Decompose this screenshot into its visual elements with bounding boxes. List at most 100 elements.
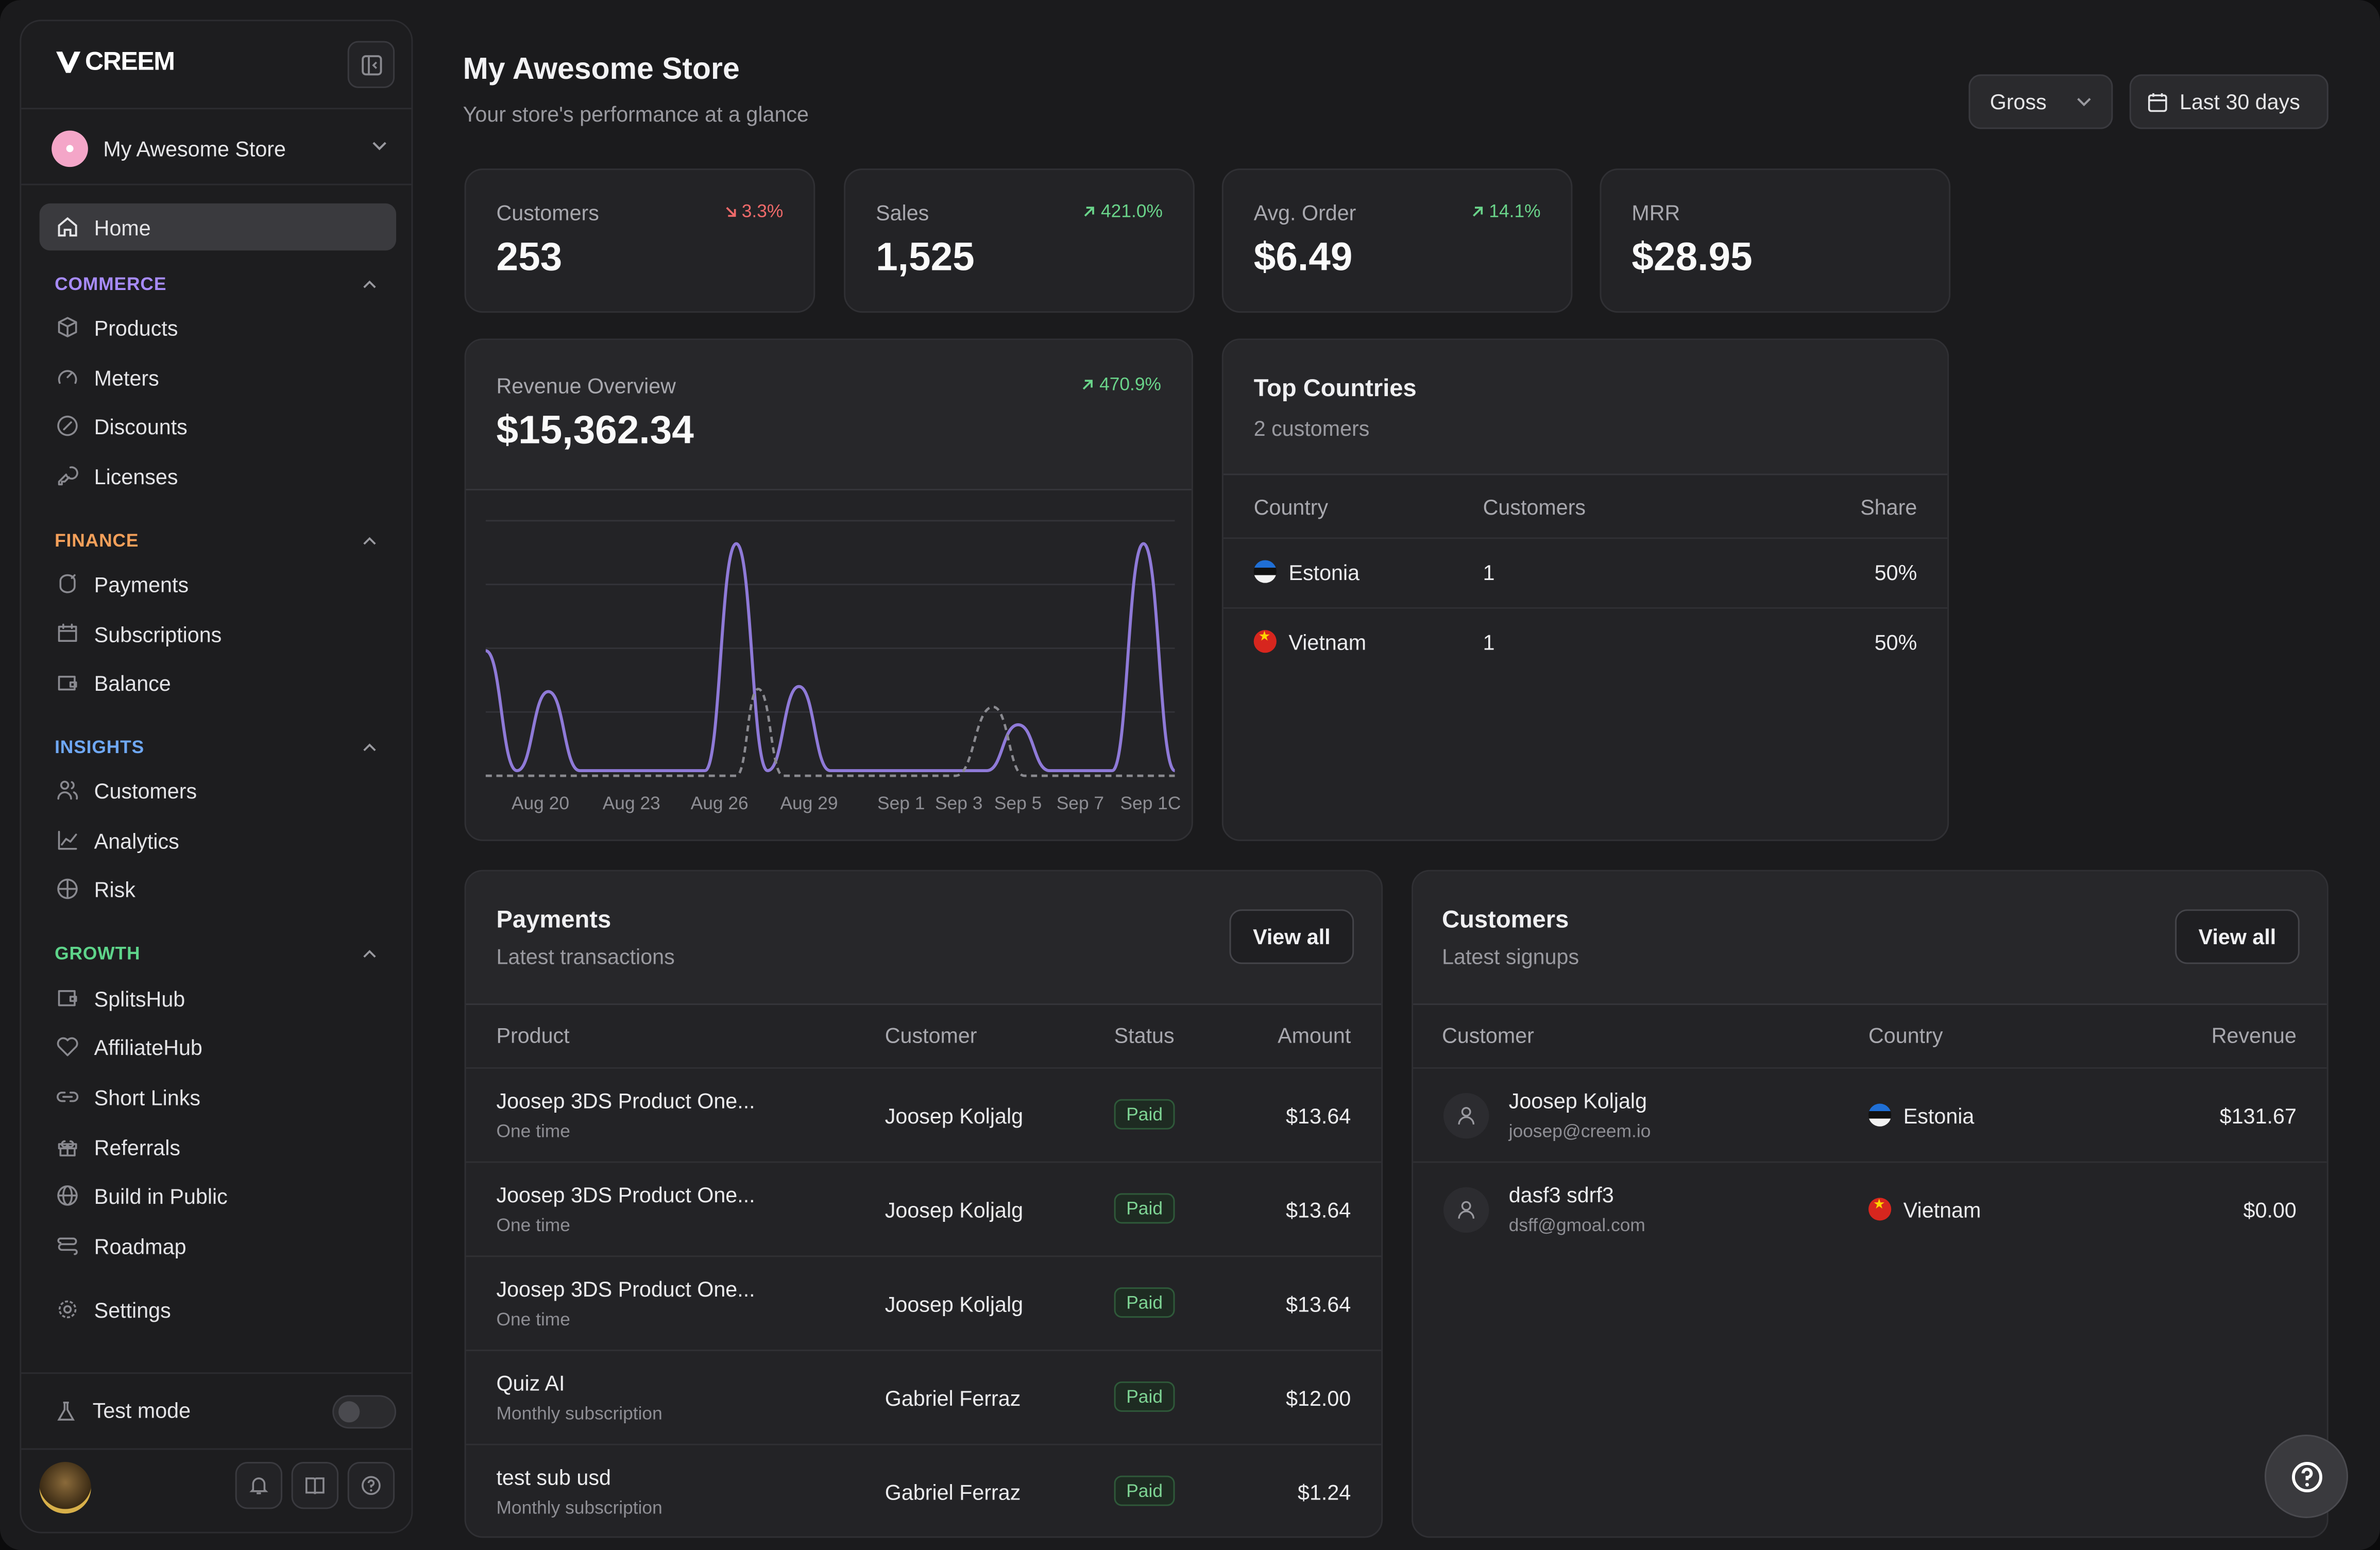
notifications-button[interactable]	[235, 1462, 283, 1509]
test-mode-toggle[interactable]	[332, 1395, 397, 1429]
divider	[1413, 1161, 2327, 1163]
column-header-status: Status	[1114, 1023, 1175, 1048]
section-header-finance[interactable]: FINANCE	[55, 529, 378, 553]
country-name: Estonia	[1903, 1103, 1975, 1128]
status-badge: Paid	[1114, 1099, 1175, 1130]
purchase-type: One time	[496, 1120, 570, 1142]
balance-icon	[58, 675, 77, 691]
revenue-overview-card: Revenue Overview $15,362.34 470.9%	[464, 338, 1193, 841]
product-name: Joosep 3DS Product One...	[496, 1088, 755, 1113]
chevron-up-icon	[363, 949, 376, 957]
arrow-up-right-icon	[1472, 206, 1483, 216]
top-countries-title: Top Countries	[1253, 376, 1417, 402]
estonia-flag-icon	[1253, 560, 1277, 583]
stat-delta: 3.3%	[723, 200, 783, 222]
vietnam-flag-icon	[1868, 1198, 1892, 1221]
column-header-share: Share	[1860, 495, 1917, 519]
arrow-down-right-icon	[725, 206, 736, 216]
stat-card-customers: Customers 253 3.3%	[464, 168, 815, 313]
divider	[21, 1448, 412, 1450]
help-button[interactable]	[347, 1462, 395, 1509]
support-chat-button[interactable]	[2265, 1435, 2349, 1519]
docs-button[interactable]	[291, 1462, 339, 1509]
flask-icon	[57, 1401, 75, 1420]
sidebar-item-label: Balance	[94, 670, 171, 695]
home-icon	[58, 217, 77, 237]
status-badge: Paid	[1114, 1381, 1175, 1412]
customer-row[interactable]: Joosep Koljalg joosep@creem.io Estonia $131…	[1413, 1069, 2327, 1163]
section-header-commerce[interactable]: COMMERCE	[55, 272, 378, 296]
divider	[21, 108, 412, 110]
section-title: GROWTH	[55, 943, 141, 964]
purchase-type: Monthly subscription	[496, 1403, 662, 1424]
payments-view-all-button[interactable]: View all	[1229, 909, 1354, 964]
sidebar-item-short-links[interactable]: Short Links	[40, 1074, 396, 1120]
x-axis-tick: Aug 20	[511, 792, 570, 814]
payment-row[interactable]: Joosep 3DS Product One... One time Joosep …	[466, 1069, 1382, 1163]
section-header-insights[interactable]: INSIGHTS	[55, 735, 378, 759]
previous-period-line	[485, 688, 1175, 777]
sidebar-item-home[interactable]: Home	[39, 203, 397, 251]
risk-icon	[57, 878, 78, 899]
sidebar-item-subscriptions[interactable]: Subscriptions	[40, 610, 396, 657]
stat-label: Avg. Order	[1253, 200, 1356, 225]
stat-delta: 421.0%	[1083, 200, 1163, 222]
sidebar-toggle-icon	[361, 54, 381, 75]
section-title: INSIGHTS	[55, 736, 145, 758]
sidebar-item-products[interactable]: Products	[40, 303, 396, 350]
column-header-country: Country	[1253, 495, 1329, 519]
chevron-down-icon	[372, 142, 386, 150]
payment-row[interactable]: Joosep 3DS Product One... One time Joosep …	[466, 1257, 1382, 1351]
customer-name: Joosep Koljalg	[1508, 1088, 1647, 1113]
sidebar-item-payments[interactable]: Payments	[40, 560, 396, 607]
sidebar-item-balance[interactable]: Balance	[40, 659, 396, 706]
sidebar-item-build-in-public[interactable]: Build in Public	[40, 1172, 396, 1219]
sidebar-item-splitshub[interactable]: SplitsHub	[40, 975, 396, 1021]
sidebar-item-label: Payments	[94, 571, 189, 596]
date-range-button[interactable]: Last 30 days	[2129, 74, 2328, 129]
customers-header: Customers Latest signups View all	[1413, 871, 2327, 1005]
sidebar-item-roadmap[interactable]: Roadmap	[40, 1222, 396, 1269]
sidebar-item-label: AffiliateHub	[94, 1034, 202, 1059]
sidebar-item-referrals[interactable]: Referrals	[40, 1123, 396, 1170]
sidebar-item-settings[interactable]: Settings	[40, 1286, 396, 1333]
payments-subtitle: Latest transactions	[496, 944, 675, 969]
divider	[466, 1443, 1382, 1445]
payment-row[interactable]: test sub usd Monthly subscription Gabriel …	[466, 1445, 1382, 1537]
sidebar-item-meters[interactable]: Meters	[40, 354, 396, 401]
divider	[466, 1067, 1382, 1069]
sidebar-item-analytics[interactable]: Analytics	[40, 817, 396, 864]
customer-row[interactable]: dasf3 sdrf3 dsff@gmoal.com Vietnam $0.00	[1413, 1163, 2327, 1257]
store-selector[interactable]: ● My Awesome Store	[52, 128, 388, 171]
brand-logo[interactable]: CREEM	[55, 47, 175, 77]
revenue-mode-select[interactable]: Gross	[1968, 74, 2113, 129]
user-icon	[1458, 1201, 1475, 1219]
user-avatar[interactable]	[39, 1462, 91, 1514]
sidebar-item-customers[interactable]: Customers	[40, 767, 396, 813]
stat-delta-value: 14.1%	[1489, 200, 1541, 222]
payment-row[interactable]: Joosep 3DS Product One... One time Joosep …	[466, 1163, 1382, 1257]
revenue-card-header: Revenue Overview $15,362.34 470.9%	[466, 340, 1192, 490]
chevron-up-icon	[363, 742, 376, 751]
store-name: My Awesome Store	[103, 137, 286, 161]
arrow-up-right-icon	[1083, 379, 1093, 389]
sidebar-item-affiliatehub[interactable]: AffiliateHub	[40, 1023, 396, 1070]
stat-delta: 14.1%	[1471, 200, 1541, 222]
purchase-type: One time	[496, 1308, 570, 1330]
chevron-up-icon	[363, 536, 376, 544]
stat-delta-value: 3.3%	[741, 200, 784, 222]
customers-view-all-button[interactable]: View all	[2175, 909, 2300, 964]
payment-row[interactable]: Quiz AI Monthly subscription Gabriel Ferra…	[466, 1351, 1382, 1445]
sidebar-item-licenses[interactable]: Licenses	[40, 452, 396, 499]
section-header-growth[interactable]: GROWTH	[55, 941, 378, 965]
page-title: My Awesome Store	[463, 53, 740, 87]
revenue-label: Revenue Overview	[496, 373, 676, 398]
sidebar-item-discounts[interactable]: Discounts	[40, 402, 396, 449]
book-icon	[305, 1477, 325, 1494]
customer-name: dasf3 sdrf3	[1508, 1182, 1614, 1207]
chevron-down-icon	[2077, 98, 2091, 107]
collapse-sidebar-button[interactable]	[347, 41, 395, 88]
sidebar-item-risk[interactable]: Risk	[40, 865, 396, 912]
sidebar-item-label: Subscriptions	[94, 621, 222, 646]
